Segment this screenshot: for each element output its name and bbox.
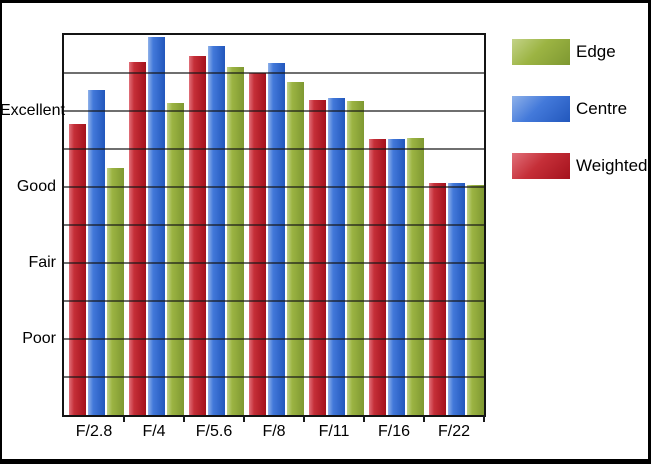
legend-item-centre: Centre — [512, 96, 651, 122]
bar-weighted-F11 — [309, 100, 326, 415]
bar-weighted-F8 — [249, 73, 266, 415]
bar-centre-F5.6 — [208, 46, 225, 415]
bar-edge-F5.6 — [227, 67, 244, 415]
legend-label-centre: Centre — [576, 99, 628, 118]
x-axis-label-F4: F/4 — [142, 423, 166, 440]
legend-item-edge: Edge — [512, 39, 651, 65]
x-axis-tick — [423, 415, 425, 422]
legend-label-weighted: Weighted — [576, 156, 648, 175]
gridline — [64, 72, 484, 74]
bar-centre-F8 — [268, 63, 285, 415]
x-axis-tick — [483, 415, 485, 422]
bar-weighted-F4 — [129, 62, 146, 415]
bar-weighted-F22 — [429, 183, 446, 415]
gridline — [64, 110, 484, 112]
bar-centre-F11 — [328, 98, 345, 415]
bar-weighted-F16 — [369, 139, 386, 415]
bar-edge-F2.8 — [107, 168, 124, 415]
gridline — [64, 262, 484, 264]
x-axis-label-F16: F/16 — [377, 423, 410, 440]
legend-label-edge: Edge — [576, 42, 616, 61]
legend-swatch-centre — [512, 96, 570, 122]
legend: Edge Centre Weighted — [512, 39, 651, 179]
legend-swatch-weighted — [512, 153, 570, 179]
legend-item-weighted: Weighted — [512, 153, 651, 179]
x-axis-label-F8: F/8 — [262, 423, 286, 440]
y-axis-label-poor: Poor — [22, 330, 56, 347]
x-axis-tick — [243, 415, 245, 422]
x-axis-label-F2.8: F/2.8 — [75, 423, 113, 440]
x-axis-tick — [123, 415, 125, 422]
gridline — [64, 224, 484, 226]
bar-edge-F8 — [287, 82, 304, 415]
legend-swatch-edge — [512, 39, 570, 65]
x-axis-tick — [363, 415, 365, 422]
bar-weighted-F2.8 — [69, 124, 86, 415]
gridline — [64, 376, 484, 378]
bar-centre-F4 — [148, 37, 165, 415]
gridline — [64, 300, 484, 302]
y-axis-label-excellent: Excellent — [0, 102, 65, 119]
gridline — [64, 338, 484, 340]
bar-centre-F2.8 — [88, 90, 105, 415]
bar-edge-F16 — [407, 138, 424, 415]
gridline — [64, 148, 484, 150]
x-axis-label-F11: F/11 — [318, 423, 350, 440]
x-axis-tick — [303, 415, 305, 422]
x-axis-label-F22: F/22 — [437, 423, 470, 440]
bar-weighted-F5.6 — [189, 56, 206, 415]
bar-edge-F11 — [347, 101, 364, 415]
gridline — [64, 186, 484, 188]
bar-centre-F22 — [448, 183, 465, 415]
x-axis-label-F5.6: F/5.6 — [195, 423, 233, 440]
plot-area — [62, 33, 486, 422]
y-axis-label-fair: Fair — [28, 254, 56, 271]
y-axis-label-good: Good — [16, 178, 56, 195]
x-axis-tick — [183, 415, 185, 422]
bar-edge-F4 — [167, 103, 184, 415]
bar-centre-F16 — [388, 139, 405, 415]
